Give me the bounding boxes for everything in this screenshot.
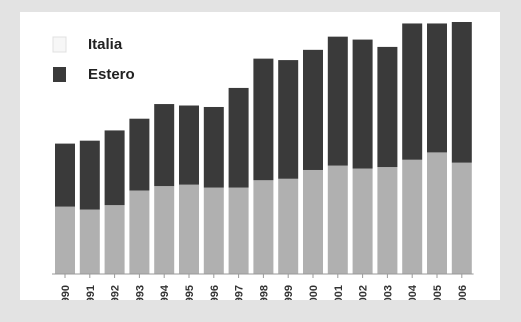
x-tick-label-1998: 1998 xyxy=(258,285,270,300)
bar-italia-2001 xyxy=(327,165,348,274)
x-tick-label-2006: 2006 xyxy=(457,285,469,300)
bar-estero-1999 xyxy=(278,60,299,179)
bar-italia-1998 xyxy=(253,180,274,274)
bar-estero-1998 xyxy=(253,58,274,181)
bar-italia-1995 xyxy=(179,184,199,274)
x-tick-label-1999: 1999 xyxy=(283,285,295,300)
bar-estero-2006 xyxy=(451,22,472,163)
legend-swatch-italia xyxy=(52,36,67,53)
x-tick-label-1992: 1992 xyxy=(110,285,122,300)
x-tick-label-2001: 2001 xyxy=(333,285,345,300)
x-tick-label-1997: 1997 xyxy=(234,285,246,300)
bar-estero-1994 xyxy=(154,104,175,187)
bar-italia-2005 xyxy=(427,152,447,274)
bar-estero-2003 xyxy=(377,46,398,168)
bar-estero-1993 xyxy=(129,118,150,191)
bar-estero-1996 xyxy=(203,106,224,188)
bar-estero-2000 xyxy=(303,49,323,170)
legend: Italia Estero xyxy=(52,36,135,83)
bar-italia-2006 xyxy=(451,162,472,274)
x-tick-label-2004: 2004 xyxy=(407,284,419,300)
bar-italia-2002 xyxy=(352,168,373,274)
x-tick-label-2000: 2000 xyxy=(308,285,320,300)
x-tick-label-2003: 2003 xyxy=(382,285,394,300)
bar-estero-1990 xyxy=(55,143,75,207)
bar-estero-1997 xyxy=(228,87,249,188)
bars xyxy=(55,22,472,274)
bar-estero-1991 xyxy=(79,140,100,210)
bar-estero-2001 xyxy=(327,36,348,166)
bar-italia-1991 xyxy=(79,209,100,274)
x-tick-label-1990: 1990 xyxy=(60,285,72,300)
bar-estero-2004 xyxy=(402,23,423,160)
x-tick-label-1994: 1994 xyxy=(159,284,171,300)
bar-italia-1992 xyxy=(104,205,125,274)
bar-estero-1992 xyxy=(104,130,125,206)
bar-italia-2003 xyxy=(377,167,398,274)
x-tick-label-1991: 1991 xyxy=(85,285,97,300)
legend-swatch-estero xyxy=(53,67,66,82)
legend-label-estero: Estero xyxy=(88,66,135,83)
chart-panel: Italia Estero 1990 1991 1992 1993 1994 1995 199… xyxy=(20,12,500,300)
x-tick-label-2002: 2002 xyxy=(358,285,370,300)
bar-italia-2004 xyxy=(402,159,423,274)
bar-estero-2002 xyxy=(352,39,373,169)
x-tick-label-1996: 1996 xyxy=(209,285,221,300)
bar-italia-1996 xyxy=(203,187,224,274)
bar-italia-1997 xyxy=(228,187,249,274)
bar-italia-1999 xyxy=(278,178,299,274)
x-tick-label-1995: 1995 xyxy=(184,285,196,300)
bar-italia-1990 xyxy=(55,206,75,274)
bar-italia-2000 xyxy=(303,169,323,274)
x-tick-label-1993: 1993 xyxy=(134,285,146,300)
bar-estero-2005 xyxy=(427,23,447,153)
legend-label-italia: Italia xyxy=(88,36,123,53)
bar-estero-1995 xyxy=(179,105,199,185)
x-tick-label-2005: 2005 xyxy=(432,285,444,300)
bar-italia-1994 xyxy=(154,186,175,274)
x-axis: 1990 1991 1992 1993 1994 1995 1996 1997 1998 1999… xyxy=(52,273,474,300)
bar-italia-1993 xyxy=(129,190,150,274)
